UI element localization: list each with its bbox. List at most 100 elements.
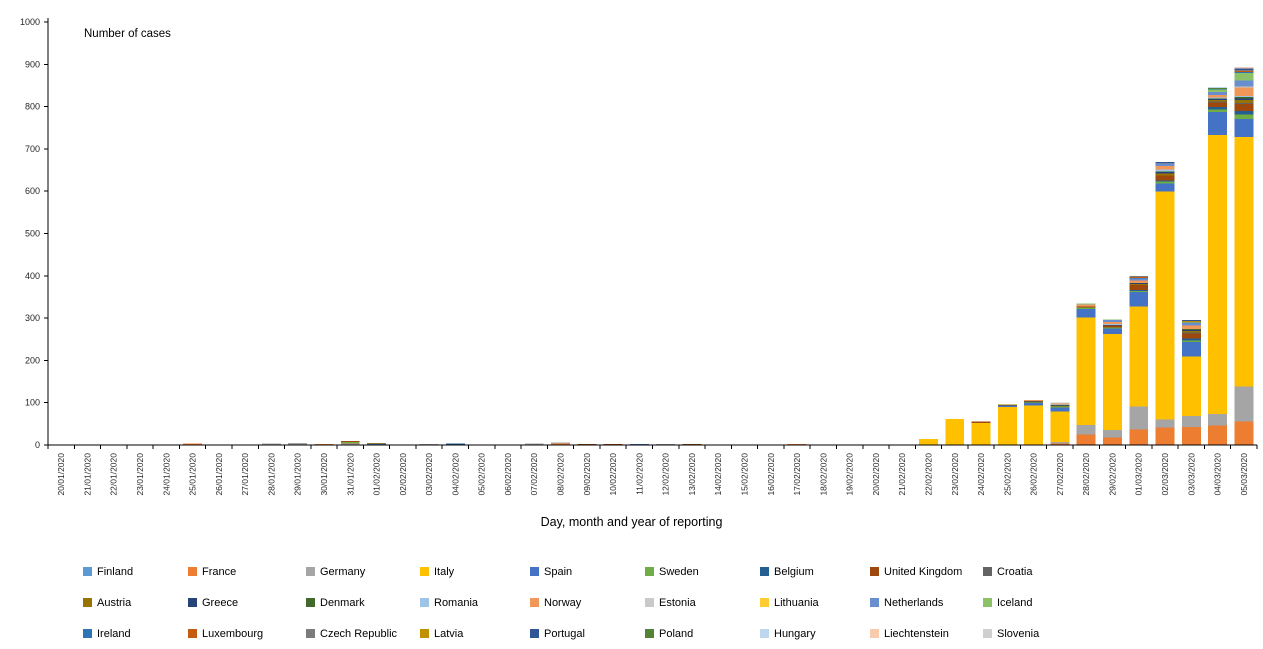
bar-segment-united-kingdom [367, 442, 386, 444]
legend-swatch-luxembourg [188, 629, 197, 638]
bar-segment-hungary [1208, 87, 1228, 88]
legend-item-portugal: Portugal [530, 628, 645, 640]
bar-segment-iceland [1129, 277, 1149, 279]
bar-segment-france [1102, 437, 1122, 445]
bar-segment-netherlands [1102, 320, 1122, 322]
bar-segment-spain [1234, 118, 1254, 138]
bar-segment-austria [1208, 99, 1228, 102]
legend-item-italy: Italy [420, 566, 530, 578]
legend-item-romania: Romania [420, 597, 530, 609]
bar-segment-austria [1181, 330, 1201, 333]
bar-segment-poland [1208, 87, 1228, 89]
chart-legend: Finland France Germany Italy Spain Sweden Belg… [83, 556, 1263, 649]
bar-segment-belgium [1234, 110, 1254, 115]
bar-segment-portugal [1155, 162, 1175, 163]
bar-segment-greece [1155, 172, 1175, 174]
bar-segment-spain [1181, 341, 1201, 357]
y-tick-label: 200 [25, 355, 40, 365]
bar-segment-norway [1050, 403, 1070, 405]
y-tick-label: 800 [25, 102, 40, 112]
bar-segment-germany [1181, 415, 1201, 427]
bar-segment-italy [1102, 333, 1122, 430]
x-tick-label: 26/01/2020 [214, 453, 224, 496]
legend-row-1: Finland France Germany Italy Spain Sweden Belg… [83, 556, 1263, 587]
bar-segment-austria [1050, 405, 1070, 407]
bar-segment-united-kingdom [1076, 306, 1096, 308]
x-tick-label: 03/03/2020 [1186, 453, 1196, 496]
bar-segment-italy [1050, 411, 1070, 443]
legend-label: Luxembourg [202, 627, 264, 640]
legend-item-liechtenstein: Liechtenstein [870, 628, 983, 640]
bar-segment-norway [1208, 95, 1228, 98]
x-tick-label: 13/02/2020 [687, 453, 697, 496]
bar-segment-denmark [1155, 171, 1175, 173]
bar-segment-ireland [1234, 71, 1254, 74]
bar-segment-germany [288, 442, 308, 445]
x-tick-label: 03/02/2020 [424, 453, 434, 496]
legend-swatch-united-kingdom [870, 567, 879, 576]
legend-swatch-portugal [530, 629, 539, 638]
legend-label: France [202, 565, 237, 578]
bar-segment-norway [1024, 400, 1044, 401]
bar-segment-portugal [1181, 320, 1201, 322]
x-tick-label: 01/03/2020 [1134, 453, 1144, 496]
bar-segment-italy [945, 418, 965, 445]
legend-label: Romania [434, 596, 479, 609]
bar-segment-spain [1024, 402, 1044, 406]
bar-segment-belgium [1129, 290, 1149, 291]
bar-segment-france [1076, 434, 1096, 445]
bar-segment-czech-republic [1129, 275, 1149, 278]
bar-segment-france [1181, 426, 1201, 445]
legend-label: Poland [659, 627, 694, 640]
bar-segment-spain [1155, 183, 1175, 192]
bar-segment-united-kingdom [971, 421, 991, 423]
bar-segment-latvia [1181, 321, 1201, 322]
bar-segment-croatia [1024, 401, 1044, 403]
legend-swatch-spain [530, 567, 539, 576]
bar-segment-romania [1102, 324, 1122, 325]
bar-segment-austria [997, 404, 1017, 406]
bar-segment-italy [1208, 134, 1228, 415]
bar-segment-united-kingdom [1129, 285, 1149, 291]
bar-segment-iceland [1076, 303, 1096, 305]
legend-swatch-belgium [760, 567, 769, 576]
legend-label: Finland [97, 565, 134, 578]
legend-swatch-poland [645, 629, 654, 638]
x-tick-label: 24/01/2020 [161, 453, 171, 496]
legend-label: Lithuania [774, 596, 819, 609]
legend-row-3: Ireland Luxembourg Czech Republic Latvia Por… [83, 618, 1263, 649]
x-tick-label: 05/02/2020 [477, 453, 487, 496]
bar-segment-france [1208, 425, 1228, 445]
bar-segment-spain [1208, 112, 1228, 135]
bar-segment-belgium [1208, 107, 1228, 110]
bar-segment-romania [1234, 96, 1254, 97]
bar-segment-denmark [1050, 404, 1070, 406]
legend-swatch-netherlands [870, 598, 879, 607]
y-tick-label: 1000 [20, 17, 40, 27]
bar-segment-sweden [367, 443, 386, 445]
legend-item-united-kingdom: United Kingdom [870, 566, 983, 578]
bar-segment-belgium [445, 443, 465, 445]
legend-item-estonia: Estonia [645, 597, 760, 609]
x-tick-label: 29/02/2020 [1107, 453, 1117, 496]
x-tick-label: 08/02/2020 [556, 453, 566, 496]
bar-segment-estonia [1050, 402, 1070, 404]
bar-segment-italy [997, 406, 1017, 445]
bar-segment-czech-republic [1155, 162, 1175, 164]
bar-segment-greece [1208, 98, 1228, 100]
x-tick-label: 22/02/2020 [923, 453, 933, 496]
legend-item-lithuania: Lithuania [760, 597, 870, 609]
bar-segment-croatia [1208, 101, 1228, 103]
legend-row-2: Austria Greece Denmark Romania Norway Estonia… [83, 587, 1263, 618]
legend-item-sweden: Sweden [645, 566, 760, 578]
legend-item-belgium: Belgium [760, 566, 870, 578]
legend-swatch-iceland [983, 598, 992, 607]
legend-swatch-lithuania [760, 598, 769, 607]
legend-label: Croatia [997, 565, 1033, 578]
bar-segment-sweden [1050, 406, 1070, 408]
bar-segment-estonia [1234, 86, 1254, 88]
x-tick-label: 20/02/2020 [871, 453, 881, 496]
bar-segment-germany [524, 443, 544, 445]
legend-label: Latvia [434, 627, 464, 640]
bar-segment-netherlands [1155, 163, 1175, 167]
